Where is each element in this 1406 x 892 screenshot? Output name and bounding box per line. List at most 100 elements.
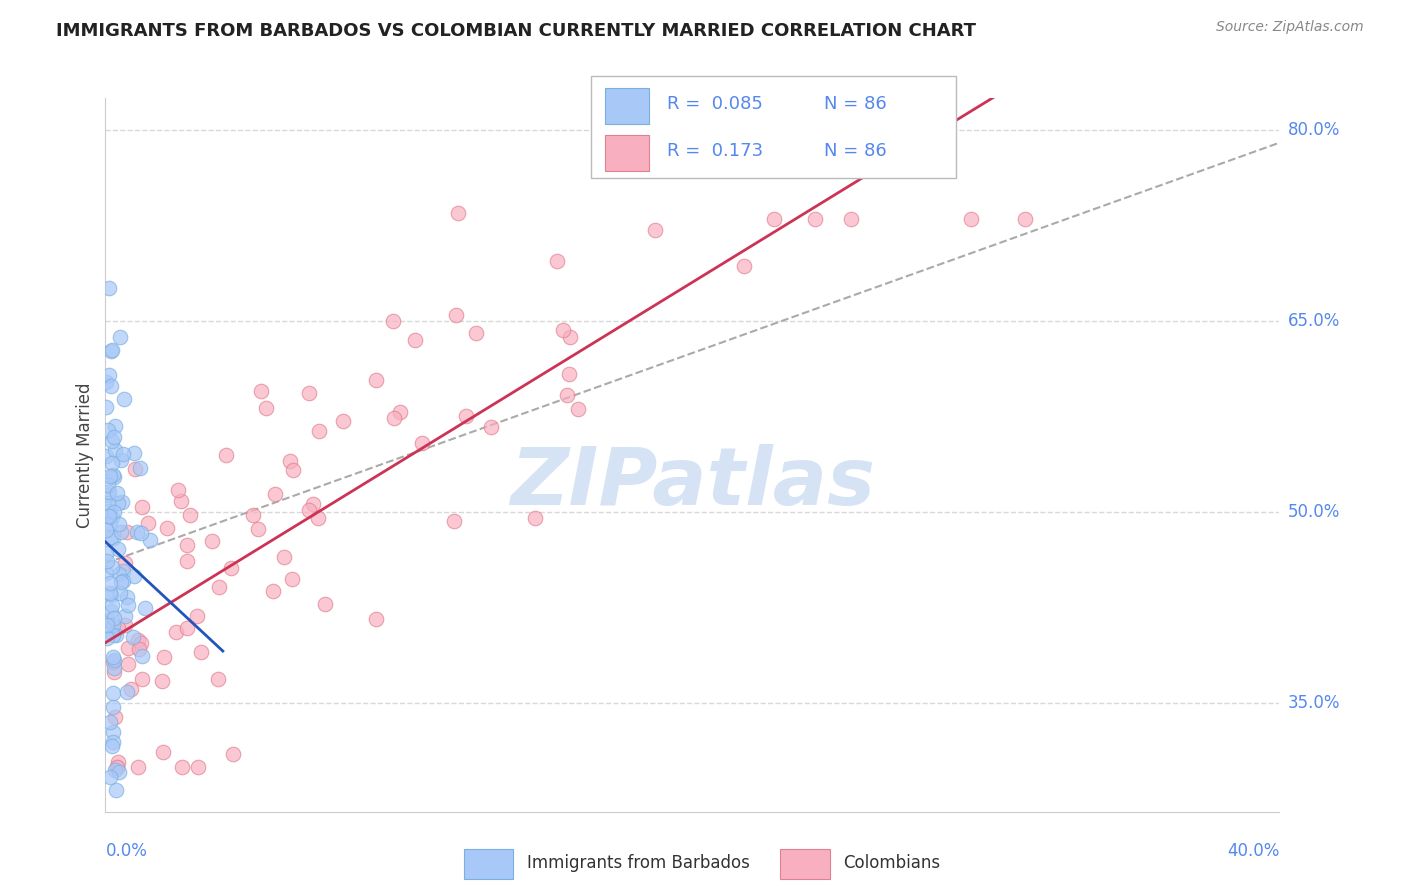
Point [546,253,568,268]
Point [446,206,468,220]
Point [103,469,125,483]
Text: 80.0%: 80.0% [1288,121,1340,139]
Point [97,478,120,492]
Point [100,604,122,618]
Point [388,404,411,418]
Point [127,760,149,774]
Point [131,500,153,514]
Point [104,782,127,797]
Point [100,588,122,602]
Point [98,485,121,500]
Point [111,574,134,588]
Point [98,469,121,483]
Point [98,516,121,531]
Point [254,401,277,416]
Point [110,574,132,589]
Point [176,554,198,568]
Text: 40.0%: 40.0% [1227,842,1279,860]
Point [101,456,124,470]
Point [242,508,264,523]
Point [103,665,125,680]
Point [187,760,209,774]
Point [94,566,117,581]
Point [105,760,128,774]
Point [364,612,387,626]
Text: ZIPatlas: ZIPatlas [510,444,875,523]
Point [103,505,125,519]
Point [201,533,224,548]
Point [104,419,127,434]
Point [114,617,136,632]
Point [110,452,132,467]
Point [115,685,138,699]
Point [96,613,118,627]
Point [97,281,120,295]
Point [382,410,405,425]
Point [97,488,120,502]
Point [122,446,145,460]
Point [98,586,121,600]
Point [96,375,118,389]
Point [96,449,118,463]
Point [411,436,433,450]
Point [128,460,150,475]
Point [100,599,122,613]
Point [107,541,129,556]
Point [136,516,159,530]
Point [100,379,122,393]
Point [107,756,129,770]
Text: R =  0.173: R = 0.173 [668,142,763,160]
Point [152,745,174,759]
Point [114,556,136,570]
Point [298,385,321,400]
Point [124,462,146,476]
Point [129,636,152,650]
Point [281,463,304,477]
Point [107,621,129,635]
Point [222,747,245,761]
Point [128,641,150,656]
Text: Source: ZipAtlas.com: Source: ZipAtlas.com [1216,20,1364,34]
Y-axis label: Currently Married: Currently Married [76,382,94,528]
Point [156,521,179,535]
Point [167,483,190,498]
Point [103,710,125,724]
Point [94,547,117,561]
Point [101,628,124,642]
Point [382,314,405,328]
FancyBboxPatch shape [591,76,956,178]
Point [112,565,135,579]
Point [127,633,149,648]
Point [131,648,153,663]
Point [307,511,329,525]
Point [558,329,581,343]
Point [103,611,125,625]
Point [96,632,118,646]
Point [302,497,325,511]
Text: N = 86: N = 86 [824,142,887,160]
Point [105,486,128,500]
Point [105,760,128,774]
Point [103,661,125,675]
Point [101,468,124,483]
Point [98,714,121,729]
Point [103,618,125,632]
Point [150,673,173,688]
Point [101,739,124,753]
Point [107,496,129,510]
Text: N = 86: N = 86 [824,95,887,112]
Point [100,530,122,544]
Point [117,640,139,655]
Point [446,308,468,322]
Point [131,673,153,687]
Text: 65.0%: 65.0% [1288,312,1340,330]
Point [98,368,121,383]
Point [139,533,162,547]
Point [108,517,131,532]
FancyBboxPatch shape [605,88,650,124]
Point [120,681,142,696]
Point [176,538,198,552]
Point [108,765,131,780]
Point [117,657,139,671]
Point [179,508,201,522]
